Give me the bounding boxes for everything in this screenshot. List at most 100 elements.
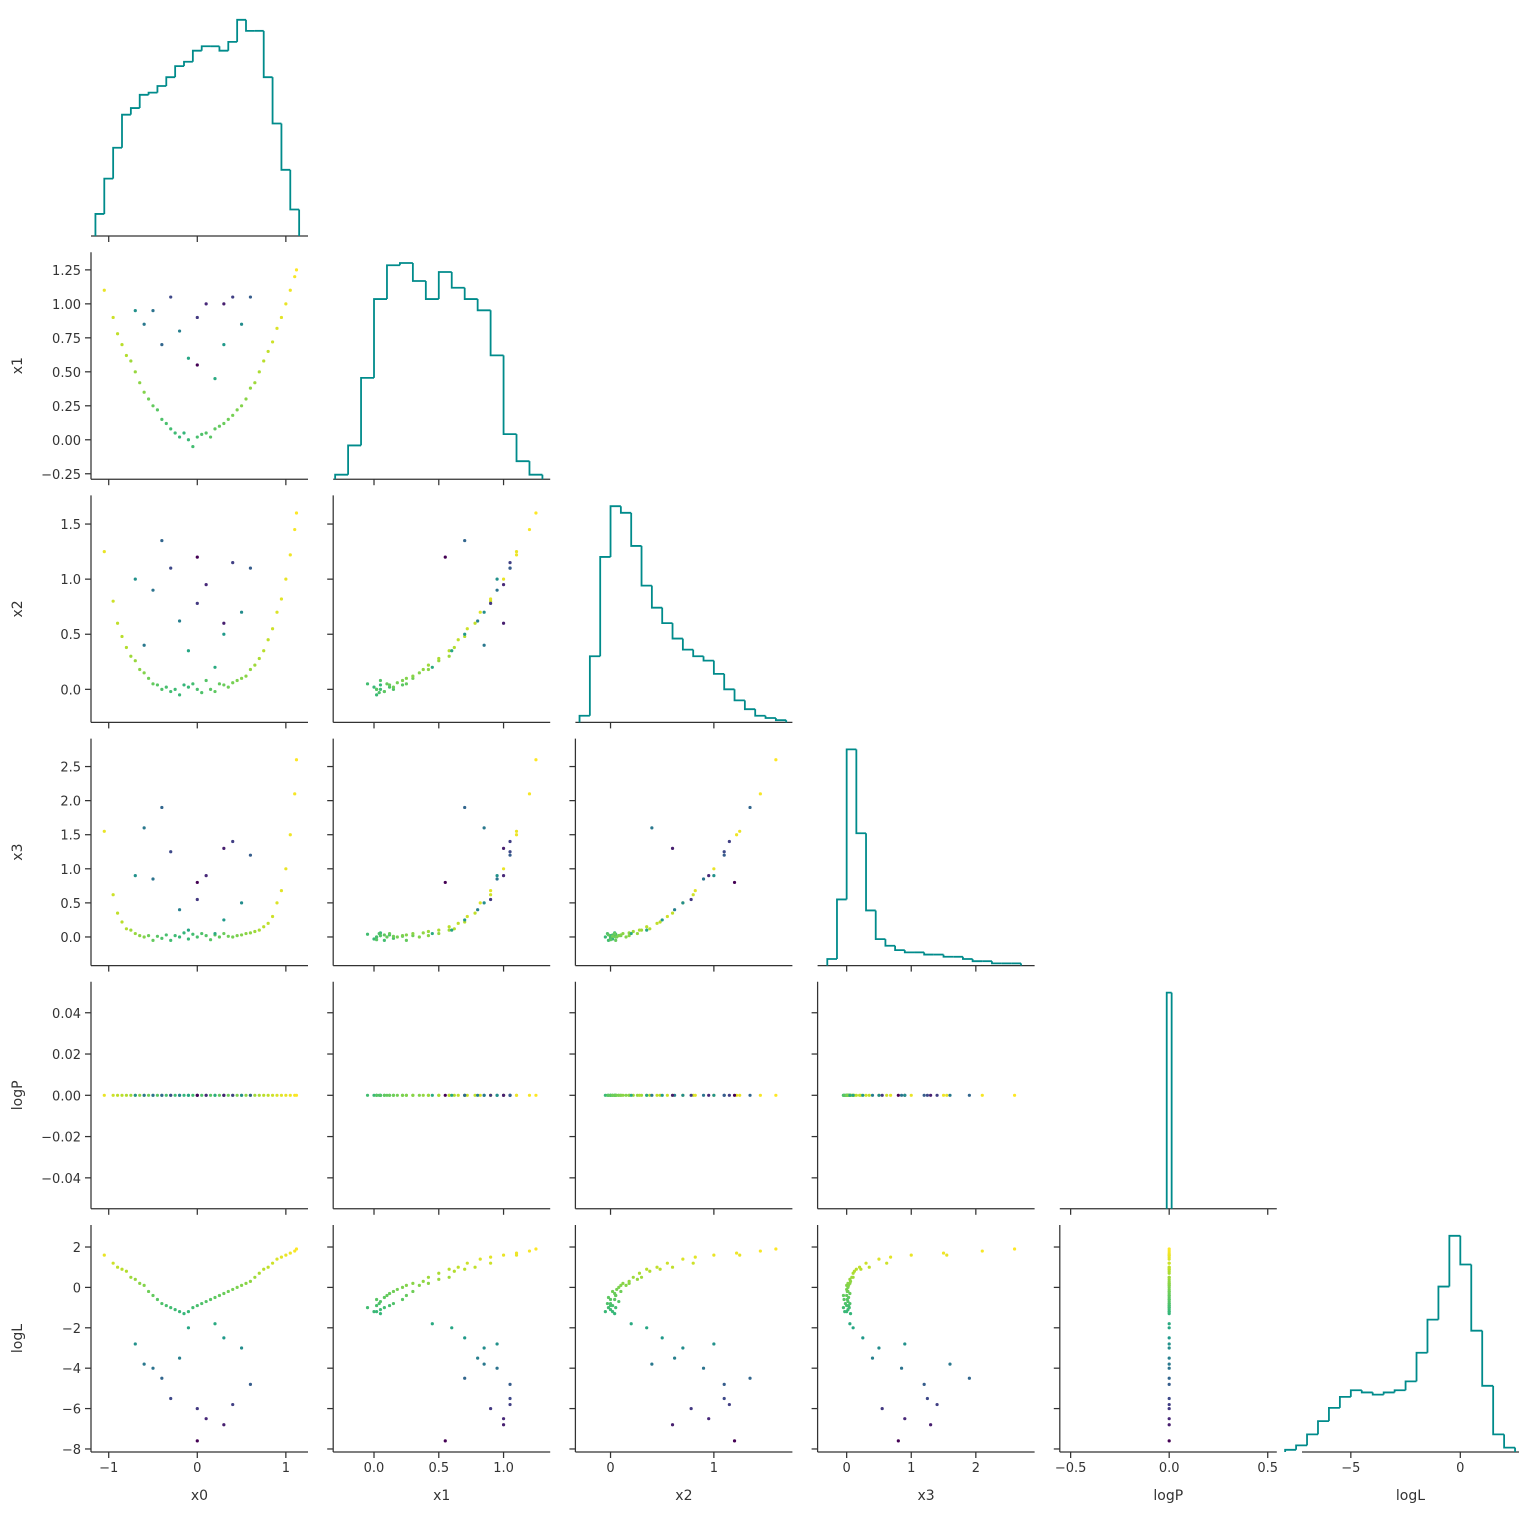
- scatter-point: [213, 932, 216, 935]
- y-tick-label: −8: [62, 1443, 81, 1458]
- scatter-point: [388, 1094, 391, 1097]
- scatter-point: [147, 934, 150, 937]
- scatter-point: [489, 602, 492, 605]
- scatter-point: [1168, 1280, 1171, 1283]
- scatter-point: [648, 927, 651, 930]
- scatter-point: [1168, 1326, 1171, 1329]
- scatter-point: [508, 1403, 511, 1406]
- scatter-point: [262, 649, 265, 652]
- scatter-point: [1168, 1322, 1171, 1325]
- scatter-point: [366, 682, 369, 685]
- scatter-point: [222, 343, 225, 346]
- scatter-point: [401, 934, 404, 937]
- scatter-point: [666, 1094, 669, 1097]
- scatter-point: [178, 693, 181, 696]
- x-tick-label: 0.5: [428, 1461, 449, 1476]
- scatter-point: [495, 874, 498, 877]
- y-tick-label: −2: [62, 1322, 81, 1337]
- scatter-point: [733, 1094, 736, 1097]
- scatter-point: [448, 1268, 451, 1271]
- scatter-point: [702, 1094, 705, 1097]
- scatter-point: [728, 1403, 731, 1406]
- hist-step: [1285, 1450, 1296, 1452]
- hist-step: [724, 674, 734, 689]
- scatter-point: [422, 1280, 425, 1283]
- scatter-point: [405, 1284, 408, 1287]
- scatter-point: [450, 649, 453, 652]
- scatter-point: [209, 1094, 212, 1097]
- scatter-point: [848, 1094, 851, 1097]
- hist-step: [237, 20, 246, 42]
- y-tick-label: 0: [73, 1281, 81, 1296]
- scatter-point: [151, 404, 154, 407]
- scatter-point: [143, 644, 146, 647]
- hist-step: [122, 115, 131, 148]
- scatter-point: [196, 688, 199, 691]
- scatter-point: [868, 1266, 871, 1269]
- scatter-point: [267, 922, 270, 925]
- hist-step: [776, 718, 786, 720]
- hist-step: [104, 179, 113, 214]
- scatter-point: [244, 675, 247, 678]
- scatter-point: [275, 1094, 278, 1097]
- scatter-point: [200, 691, 203, 694]
- scatter-point: [196, 1407, 199, 1410]
- scatter-point: [187, 937, 190, 940]
- scatter-point: [222, 932, 225, 935]
- scatter-point: [375, 938, 378, 941]
- scatter-point: [1168, 1266, 1171, 1269]
- scatter-point: [968, 1377, 971, 1380]
- scatter-point: [861, 1336, 864, 1339]
- hist-step: [335, 475, 348, 480]
- scatter-point: [621, 932, 624, 935]
- scatter-point: [196, 1094, 199, 1097]
- scatter-point: [495, 1367, 498, 1370]
- scatter-point: [138, 934, 141, 937]
- scatter-point: [759, 792, 762, 795]
- scatter-point: [222, 1336, 225, 1339]
- scatter-point: [209, 688, 212, 691]
- scatter-point: [929, 1094, 932, 1097]
- scatter-point: [855, 1268, 858, 1271]
- scatter-point: [427, 668, 430, 671]
- scatter-point: [453, 1270, 456, 1273]
- scatter-point: [431, 932, 434, 935]
- scatter-point: [671, 1094, 674, 1097]
- scatter-point: [222, 302, 225, 305]
- scatter-point: [624, 1094, 627, 1097]
- y-tick-label: 0.0: [60, 683, 81, 698]
- scatter-point: [383, 1296, 386, 1299]
- y-tick-label: 0.00: [52, 434, 81, 449]
- scatter-point: [401, 1094, 404, 1097]
- y-tick-label: 1.25: [52, 264, 81, 279]
- y-tick-label: 0.02: [52, 1048, 81, 1063]
- scatter-point: [191, 1306, 194, 1309]
- scatter-point: [396, 1288, 399, 1291]
- hist-step: [973, 959, 983, 961]
- scatter-point: [671, 847, 674, 850]
- x-tick-label: 1: [907, 1461, 915, 1476]
- scatter-point: [411, 1282, 414, 1285]
- scatter-point: [981, 1094, 984, 1097]
- scatter-point: [401, 679, 404, 682]
- scatter-point: [227, 418, 230, 421]
- hist-step: [1296, 1445, 1307, 1449]
- scatter-point: [613, 932, 616, 935]
- scatter-point: [112, 600, 115, 603]
- scatter-point: [489, 893, 492, 896]
- scatter-point: [611, 935, 614, 938]
- scatter-point: [258, 657, 261, 660]
- scatter-point: [508, 850, 511, 853]
- hist-step: [1373, 1392, 1384, 1394]
- scatter-point: [293, 528, 296, 531]
- scatter-point: [694, 1094, 697, 1097]
- x-axis-label: x2: [675, 1488, 692, 1504]
- scatter-point: [116, 622, 119, 625]
- scatter-point: [418, 1094, 421, 1097]
- scatter-point: [418, 671, 421, 674]
- scatter-point: [1168, 1397, 1171, 1400]
- scatter-point: [515, 1251, 518, 1254]
- scatter-point: [120, 1094, 123, 1097]
- scatter-point: [227, 935, 230, 938]
- scatter-point: [284, 302, 287, 305]
